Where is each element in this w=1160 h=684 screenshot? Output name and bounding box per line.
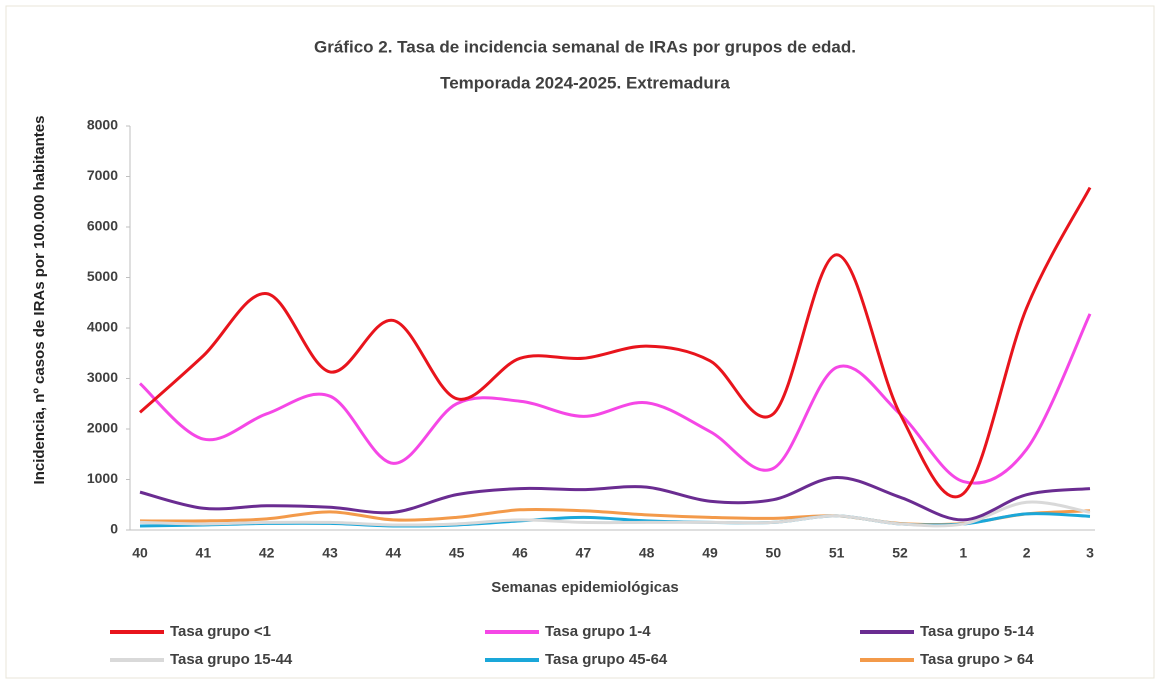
- x-tick-label: 47: [576, 545, 592, 561]
- x-tick-label: 51: [829, 545, 845, 561]
- chart-frame: [5, 5, 1155, 679]
- x-tick-label: 45: [449, 545, 465, 561]
- y-axis-title: Incidencia, nº casos de IRAs por 100.000…: [31, 116, 48, 485]
- legend-label: Tasa grupo <1: [170, 623, 271, 640]
- x-tick-label: 48: [639, 545, 655, 561]
- y-tick-label: 4000: [87, 319, 118, 335]
- x-tick-label: 40: [132, 545, 148, 561]
- x-tick-label: 46: [512, 545, 528, 561]
- series-line: [139, 475, 1091, 522]
- x-tick-label: 1: [959, 545, 967, 561]
- y-tick-label: 0: [110, 521, 118, 537]
- x-tick-label: 44: [386, 545, 402, 561]
- y-tick-label: 3000: [87, 369, 118, 385]
- x-tick-label: 42: [259, 545, 275, 561]
- y-tick-label: 8000: [87, 117, 118, 133]
- x-tick-label: 2: [1023, 545, 1031, 561]
- y-tick-label: 1000: [87, 470, 118, 486]
- legend-label: Tasa grupo 1-4: [545, 623, 651, 640]
- y-tick-label: 6000: [87, 218, 118, 234]
- y-tick-label: 5000: [87, 268, 118, 284]
- x-tick-label: 3: [1086, 545, 1094, 561]
- x-tick-label: 52: [892, 545, 908, 561]
- legend-label: Tasa grupo 15-44: [170, 651, 293, 668]
- chart-subtitle: Temporada 2024-2025. Extremadura: [440, 73, 730, 92]
- series-line: [139, 186, 1092, 499]
- y-tick-label: 7000: [87, 167, 118, 183]
- series-line: [139, 500, 1091, 528]
- chart-title: Gráfico 2. Tasa de incidencia semanal de…: [314, 37, 856, 56]
- x-tick-label: 41: [196, 545, 212, 561]
- legend-label: Tasa grupo 5-14: [920, 623, 1035, 640]
- x-axis-title: Semanas epidemiológicas: [491, 579, 679, 596]
- series-line: [138, 313, 1092, 485]
- legend-label: Tasa grupo > 64: [920, 651, 1034, 668]
- legend-label: Tasa grupo 45-64: [545, 651, 668, 668]
- x-tick-label: 49: [702, 545, 718, 561]
- x-tick-label: 43: [322, 545, 338, 561]
- y-tick-label: 2000: [87, 420, 118, 436]
- x-tick-label: 50: [766, 545, 782, 561]
